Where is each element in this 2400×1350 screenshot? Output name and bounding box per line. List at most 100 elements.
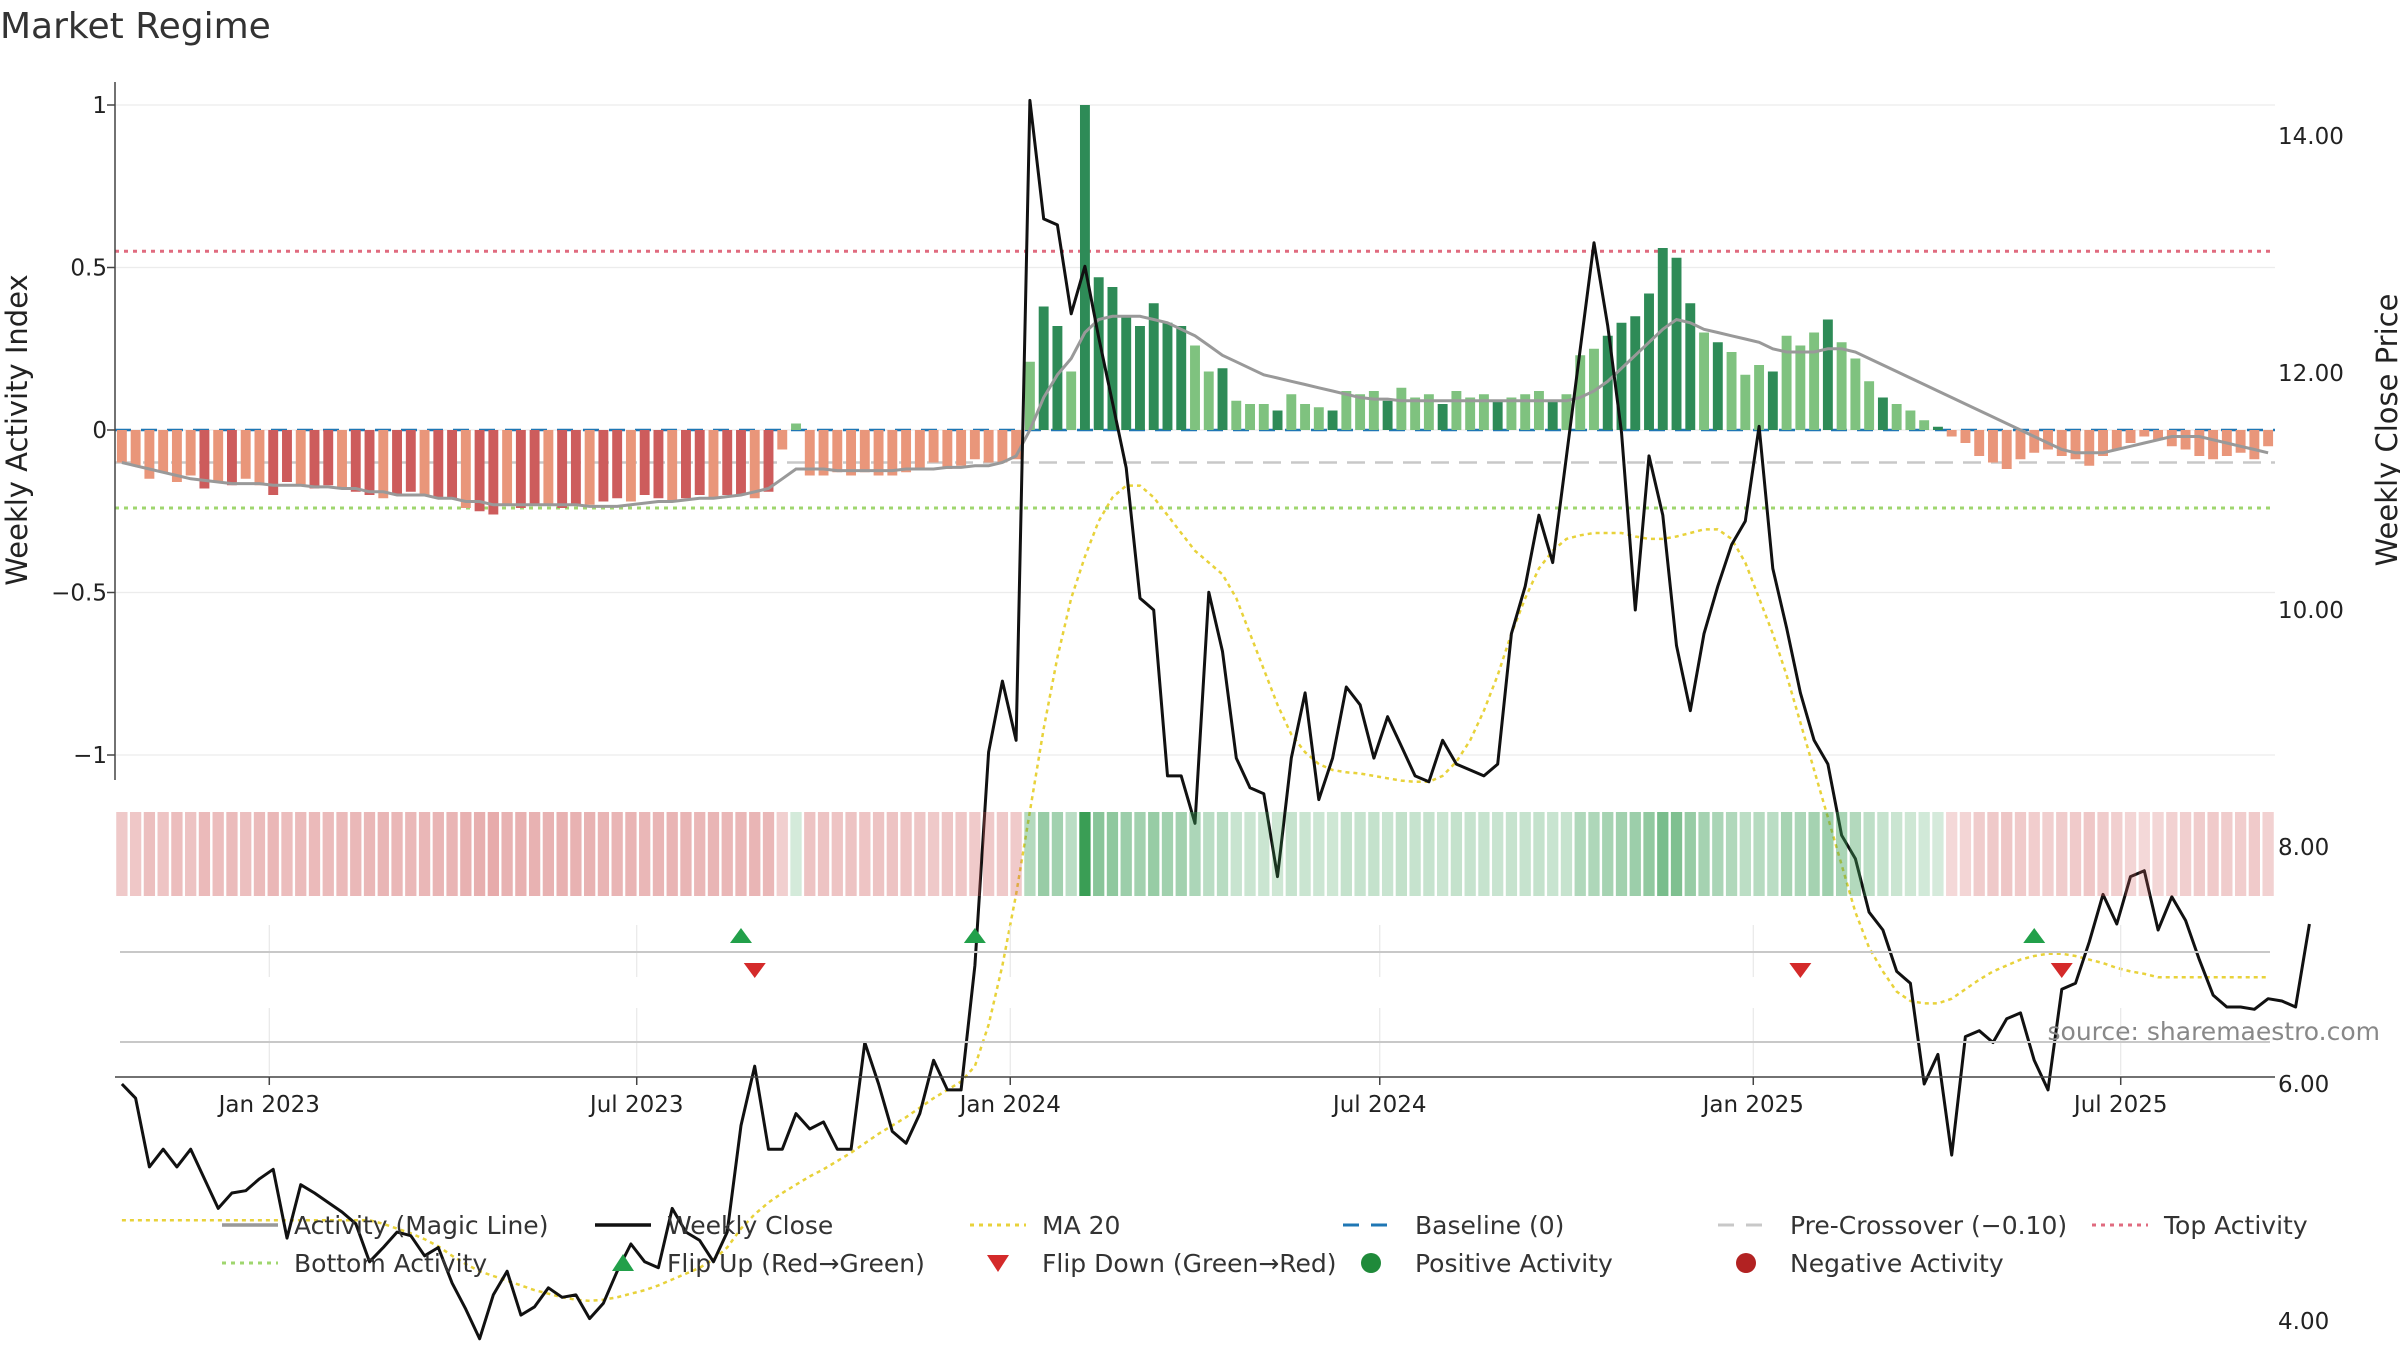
regime-strip-cell bbox=[2069, 812, 2082, 896]
regime-strip-cell bbox=[1533, 812, 1545, 896]
legend-label: Bottom Activity bbox=[294, 1249, 487, 1278]
regime-strip-cell bbox=[1478, 812, 1490, 896]
legend-swatch bbox=[1736, 1253, 1756, 1273]
regime-strip-cell bbox=[1946, 812, 1958, 896]
regime-strip-cell bbox=[295, 812, 307, 896]
regime-strip-cell bbox=[253, 812, 266, 896]
flip-up-marker bbox=[729, 928, 752, 943]
regime-strip-cell bbox=[515, 812, 527, 896]
activity-bar bbox=[653, 430, 664, 499]
magic-line bbox=[121, 314, 2269, 508]
regime-strip-cell bbox=[1409, 812, 1421, 896]
date-panel bbox=[115, 1008, 2275, 1078]
legend-item: Activity (Magic Line) bbox=[222, 1211, 548, 1240]
regime-strip-cell bbox=[900, 812, 912, 896]
activity-bar bbox=[1478, 394, 1489, 430]
left-tick-label: −0.5 bbox=[51, 581, 107, 607]
right-tick-label: 10.00 bbox=[2278, 598, 2344, 624]
regime-strip-cell bbox=[694, 812, 706, 896]
activity-bar bbox=[1300, 404, 1311, 430]
activity-bar bbox=[1877, 397, 1888, 430]
regime-strip-cell bbox=[2083, 812, 2095, 896]
x-tick-label: Jan 2023 bbox=[217, 1092, 320, 1118]
regime-strip-cell bbox=[377, 812, 389, 896]
regime-strip-cell bbox=[2056, 812, 2068, 896]
regime-strip-cell bbox=[1010, 812, 1022, 896]
activity-bar bbox=[983, 430, 994, 463]
activity-bar bbox=[1657, 248, 1668, 430]
activity-bar bbox=[282, 430, 292, 482]
activity-bar bbox=[914, 430, 925, 469]
regime-strip-cell bbox=[831, 812, 843, 896]
activity-bar bbox=[2194, 430, 2205, 456]
x-tick-label: Jul 2023 bbox=[588, 1092, 684, 1118]
regime-strip-cell bbox=[1932, 812, 1944, 896]
regime-strip-cell bbox=[625, 812, 637, 896]
regime-strip-cell bbox=[996, 812, 1009, 896]
regime-strip-cell bbox=[1574, 812, 1586, 896]
regime-strip-cell bbox=[1024, 812, 1036, 896]
legend-label: Baseline (0) bbox=[1415, 1211, 1564, 1240]
activity-bar bbox=[873, 430, 884, 476]
activity-bar bbox=[1644, 293, 1654, 430]
activity-bar bbox=[2111, 430, 2122, 450]
activity-bar bbox=[1685, 303, 1696, 430]
legend-label: Negative Activity bbox=[1790, 1249, 2004, 1278]
regime-strip-cell bbox=[1849, 812, 1862, 896]
activity-bar bbox=[116, 430, 127, 463]
regime-strip-cell bbox=[432, 812, 444, 896]
activity-bar bbox=[488, 430, 499, 515]
activity-bar bbox=[254, 430, 265, 486]
regime-strip-cell bbox=[721, 812, 733, 896]
activity-bar bbox=[942, 430, 953, 469]
activity-bar bbox=[846, 430, 857, 476]
activity-bar bbox=[625, 430, 636, 502]
activity-bar bbox=[887, 430, 898, 476]
regime-strip-cell bbox=[1560, 812, 1573, 896]
activity-bar bbox=[1767, 371, 1778, 430]
regime-strip-cell bbox=[776, 812, 788, 896]
regime-strip-cell bbox=[1657, 812, 1669, 896]
regime-strip-cell bbox=[1395, 812, 1408, 896]
activity-bar bbox=[1410, 397, 1421, 430]
regime-strip-cell bbox=[817, 812, 830, 896]
regime-strip-cell bbox=[652, 812, 665, 896]
activity-bar bbox=[681, 430, 691, 499]
activity-bar bbox=[1699, 332, 1709, 430]
activity-bar bbox=[570, 430, 581, 505]
legend-label: Positive Activity bbox=[1415, 1249, 1613, 1278]
activity-bar bbox=[1781, 335, 1792, 430]
activity-bar bbox=[2235, 430, 2246, 453]
activity-bar bbox=[1671, 257, 1682, 430]
regime-strip-cell bbox=[2179, 812, 2192, 896]
legend-label: Flip Down (Green→Red) bbox=[1042, 1249, 1337, 1278]
activity-bar bbox=[694, 430, 705, 495]
activity-bar bbox=[419, 430, 430, 495]
flip-up-marker bbox=[2023, 928, 2046, 943]
activity-bar bbox=[1465, 397, 1476, 430]
regime-strip-cell bbox=[1698, 812, 1710, 896]
flip-up-marker bbox=[963, 928, 986, 943]
legend-item: Bottom Activity bbox=[222, 1249, 487, 1278]
regime-strip-cell bbox=[2042, 812, 2054, 896]
activity-bar bbox=[295, 430, 306, 486]
activity-bar bbox=[1327, 410, 1338, 430]
regime-strip-cell bbox=[735, 812, 747, 896]
activity-bar bbox=[1368, 391, 1379, 430]
regime-strip-cell bbox=[1051, 812, 1064, 896]
activity-bar bbox=[1093, 277, 1104, 430]
activity-bar bbox=[1575, 355, 1586, 430]
regime-strip-cell bbox=[872, 812, 885, 896]
regime-strip-cell bbox=[157, 812, 169, 896]
regime-strip-cell bbox=[762, 812, 775, 896]
regime-strip-cell bbox=[336, 812, 348, 896]
activity-bar bbox=[1960, 430, 1971, 443]
activity-bar bbox=[213, 430, 224, 482]
left-axis-ticks: 1 0.5 0 −0.5 −1 bbox=[51, 93, 115, 769]
regime-strip-cell bbox=[1271, 812, 1284, 896]
left-tick-label: 0 bbox=[92, 418, 107, 444]
regime-strip-cell bbox=[1973, 812, 1985, 896]
regime-strip-cell bbox=[1794, 812, 1806, 896]
activity-bar bbox=[1341, 391, 1352, 430]
regime-strip-cell bbox=[1381, 812, 1394, 896]
